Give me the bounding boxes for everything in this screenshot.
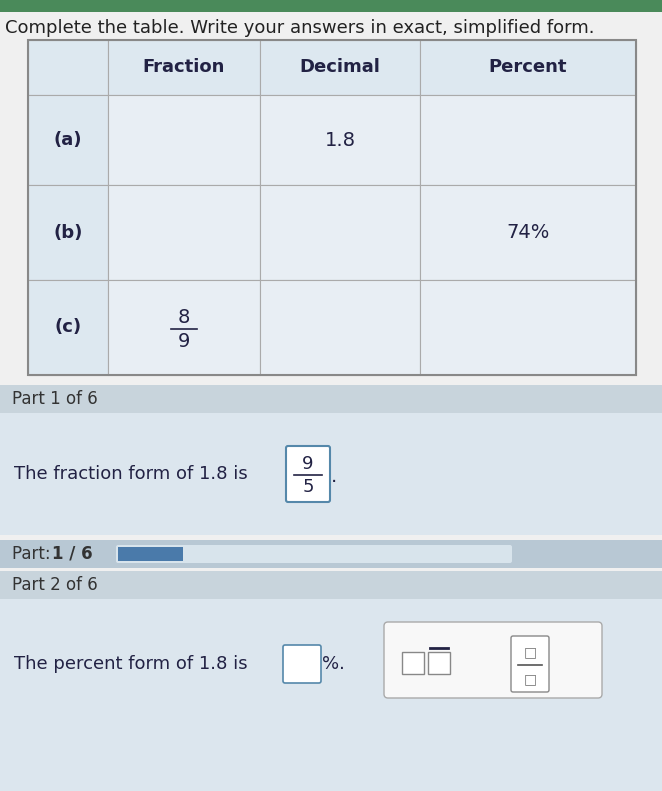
Bar [0, 385, 662, 413]
Text: 9: 9 [303, 455, 314, 473]
Bar [420, 280, 636, 375]
Bar [28, 280, 108, 375]
Bar [402, 652, 424, 674]
Bar [420, 95, 636, 185]
Text: .: . [331, 467, 337, 486]
Bar [108, 280, 260, 375]
Bar [108, 95, 260, 185]
FancyBboxPatch shape [283, 645, 321, 683]
Text: Part 2 of 6: Part 2 of 6 [12, 576, 98, 594]
Text: 1.8: 1.8 [324, 131, 355, 149]
Text: 8: 8 [178, 308, 190, 327]
Bar [28, 95, 108, 185]
Bar [0, 0, 662, 12]
Text: 5: 5 [303, 478, 314, 496]
Text: Complete the table. Write your answers in exact, simplified form.: Complete the table. Write your answers i… [5, 19, 594, 37]
FancyBboxPatch shape [384, 622, 602, 698]
FancyBboxPatch shape [286, 446, 330, 502]
Bar [260, 95, 420, 185]
Text: 9: 9 [178, 332, 190, 351]
Text: (c): (c) [54, 319, 81, 336]
Bar [0, 540, 662, 568]
Text: (b): (b) [54, 224, 83, 241]
Text: 1 / 6: 1 / 6 [52, 545, 93, 563]
Text: (a): (a) [54, 131, 82, 149]
FancyBboxPatch shape [511, 636, 549, 692]
Text: Percent: Percent [489, 59, 567, 77]
Bar [0, 413, 662, 535]
Text: The fraction form of 1.8 is: The fraction form of 1.8 is [14, 465, 248, 483]
Bar [118, 547, 183, 561]
Bar [260, 40, 420, 95]
Text: □: □ [524, 672, 537, 686]
FancyBboxPatch shape [116, 545, 512, 563]
Text: □: □ [524, 645, 537, 659]
Text: Decimal: Decimal [300, 59, 381, 77]
Bar [428, 652, 450, 674]
Text: The percent form of 1.8 is: The percent form of 1.8 is [14, 655, 248, 673]
Bar [28, 40, 108, 95]
Bar [108, 185, 260, 280]
Text: %.: %. [322, 655, 345, 673]
Text: Part 1 of 6: Part 1 of 6 [12, 390, 98, 408]
Bar [420, 185, 636, 280]
Text: 74%: 74% [506, 223, 549, 242]
Bar [0, 599, 662, 791]
Bar [28, 185, 108, 280]
Bar [420, 40, 636, 95]
Text: Fraction: Fraction [143, 59, 225, 77]
Bar [28, 40, 636, 375]
Bar [0, 571, 662, 599]
Text: Part:: Part: [12, 545, 56, 563]
Bar [260, 280, 420, 375]
Bar [108, 40, 260, 95]
Bar [260, 185, 420, 280]
